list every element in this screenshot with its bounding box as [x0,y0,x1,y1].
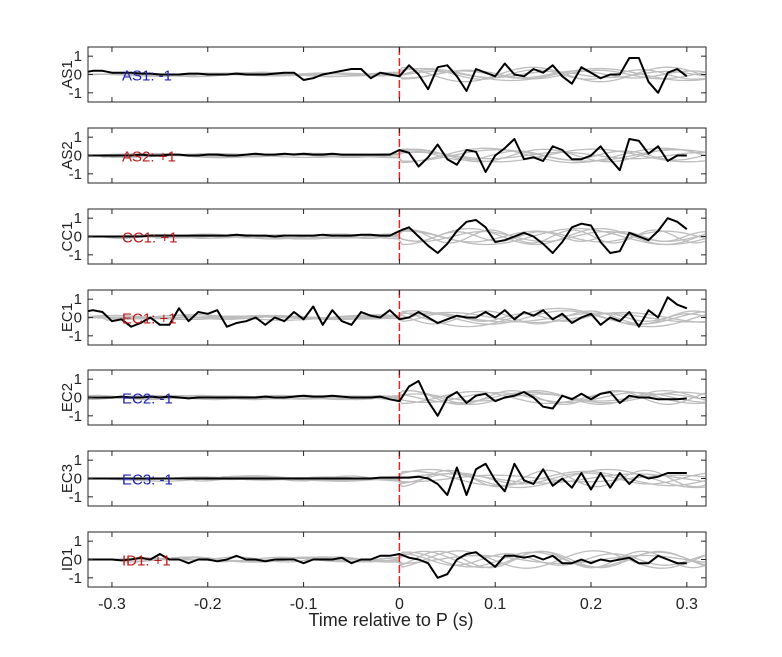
station-label: EC3 [59,464,76,493]
y-tick-label: 1 [74,371,82,388]
x-tick-label: -0.1 [290,596,318,613]
polarity-annotation: EC2: -1 [122,391,173,408]
y-tick-label: -1 [69,570,82,587]
panel-plot-area [88,532,706,587]
x-tick-label: 0.2 [580,596,602,613]
y-tick-label: -1 [69,328,82,345]
y-tick-label: 0 [74,229,82,246]
x-tick-label: 0.3 [676,596,698,613]
polarity-annotation: AS2: +1 [122,149,176,166]
y-tick-label: 0 [74,148,82,165]
y-tick-label: 1 [74,129,82,146]
y-tick-label: 0 [74,310,82,327]
y-tick-label: 1 [74,210,82,227]
panel-plot-area [88,370,706,425]
y-tick-label: 0 [74,471,82,488]
station-label: AS1 [59,60,76,88]
y-tick-label: -1 [69,85,82,102]
y-tick-label: 1 [74,48,82,65]
y-tick-label: 0 [74,390,82,407]
y-tick-label: 1 [74,291,82,308]
y-tick-label: -1 [69,247,82,264]
y-tick-label: -1 [69,489,82,506]
x-tick-label: -0.3 [98,596,126,613]
main-trace-ec2 [88,380,687,417]
x-tick-label: 0 [395,596,404,613]
main-trace-as1 [88,57,688,94]
background-trace [88,550,706,569]
panel-plot-area [88,451,706,506]
station-label: CC1 [59,221,76,251]
background-trace [88,66,706,83]
panel-plot-area [88,47,706,102]
station-label: EC1 [59,303,76,332]
station-label: AS2 [59,141,76,169]
background-trace [88,393,706,402]
main-trace-ec1 [88,296,688,328]
background-trace [88,551,706,568]
polarity-annotation: AS1: -1 [122,68,172,85]
y-tick-label: 0 [74,552,82,569]
y-tick-label: 0 [74,67,82,84]
panel-plot-area [88,290,706,345]
main-trace-ec3 [88,462,687,496]
main-trace-as2 [88,138,687,173]
x-axis-label: Time relative to P (s) [308,610,474,630]
y-tick-label: -1 [69,166,82,183]
x-tick-label: -0.2 [194,596,222,613]
background-trace [88,67,706,82]
y-tick-label: -1 [69,408,82,425]
station-label: EC2 [59,383,76,412]
x-tick-label: 0.1 [484,596,506,613]
y-tick-label: 1 [74,533,82,550]
main-trace-cc1 [88,217,688,254]
y-tick-label: 1 [74,452,82,469]
polarity-annotation: ID1: +1 [122,553,171,570]
panel-plot-area [88,128,706,183]
polarity-annotation: EC1: +1 [122,311,177,328]
polarity-annotation: EC3: -1 [122,472,173,489]
polarity-annotation: CC1: +1 [122,230,177,247]
background-trace [88,229,706,244]
station-label: ID1 [59,548,76,571]
main-trace-id1 [88,551,687,579]
panel-plot-area [88,209,706,264]
